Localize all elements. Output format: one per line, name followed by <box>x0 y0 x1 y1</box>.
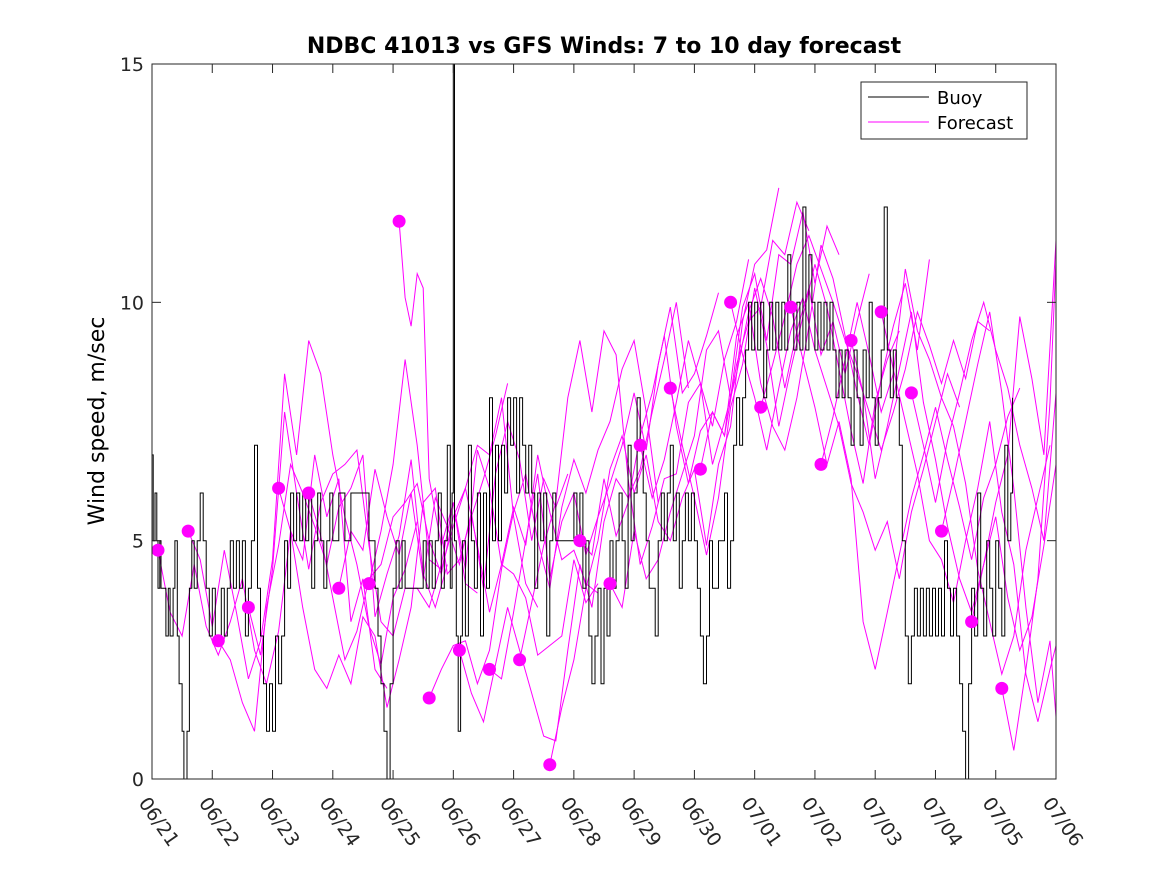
y-tick-label-0: 0 <box>132 769 144 791</box>
forecast-marker-21 <box>784 300 798 314</box>
axes-box <box>151 63 1057 780</box>
forecast-marker-2 <box>211 634 225 648</box>
forecast-line-22 <box>820 268 1051 677</box>
forecast-marker-8 <box>392 214 406 228</box>
forecast-marker-7 <box>362 577 376 591</box>
series-layer <box>152 63 1057 780</box>
x-tick-label-14: 07/05 <box>978 793 1027 850</box>
forecast-line-17 <box>669 264 900 556</box>
forecast-line-13 <box>549 187 780 765</box>
x-tick-label-2: 06/23 <box>254 793 303 850</box>
tick-layer: 06/21 06/22 06/23 06/24 06/25 06/26 06/27 06/28… <box>120 54 1088 851</box>
forecast-marker-25 <box>904 386 918 400</box>
x-tick-label-9: 06/30 <box>676 793 725 850</box>
forecast-line-11 <box>489 292 719 680</box>
x-tick-label-0: 06/21 <box>134 793 183 850</box>
legend-box <box>860 81 1028 140</box>
forecast-marker-11 <box>483 662 496 676</box>
forecast-marker-17 <box>663 381 677 395</box>
forecast-line-15 <box>609 211 840 610</box>
forecast-marker-18 <box>693 462 707 476</box>
forecast-line-27 <box>971 240 1057 622</box>
forecast-marker-10 <box>452 643 466 657</box>
forecast-marker-22 <box>814 457 828 471</box>
forecast-marker-3 <box>241 600 255 614</box>
forecast-line-26 <box>941 311 1057 718</box>
forecast-line-8 <box>398 221 599 594</box>
forecast-marker-16 <box>633 438 647 452</box>
legend-forecast-label: Forecast <box>937 113 1013 134</box>
forecast-marker-24 <box>874 305 888 319</box>
forecast-marker-20 <box>754 400 768 414</box>
y-tick-label-3: 15 <box>120 54 144 76</box>
forecast-marker-26 <box>935 524 948 538</box>
buoy-line <box>152 63 1014 780</box>
x-tick-label-3: 06/24 <box>315 793 364 850</box>
forecast-line-18 <box>699 244 930 470</box>
plot-area: 06/21 06/22 06/23 06/24 06/25 06/26 06/27 06/28… <box>120 54 1088 851</box>
x-tick-label-7: 06/28 <box>556 793 605 850</box>
x-tick-label-13: 07/04 <box>917 793 966 850</box>
forecast-marker-9 <box>422 691 436 705</box>
forecast-line-3 <box>247 411 478 656</box>
chart-title: NDBC 41013 vs GFS Winds: 7 to 10 day for… <box>307 34 902 59</box>
forecast-line-23 <box>850 311 1057 653</box>
forecast-line-5 <box>308 397 539 662</box>
forecast-marker-27 <box>965 615 979 629</box>
forecast-marker-5 <box>302 486 316 500</box>
x-tick-label-4: 06/25 <box>375 793 424 850</box>
forecast-marker-14 <box>573 534 587 548</box>
y-tick-label-1: 5 <box>132 531 144 553</box>
x-tick-label-5: 06/26 <box>435 793 484 850</box>
x-tick-label-8: 06/29 <box>616 793 665 850</box>
y-tick-label-2: 10 <box>120 292 144 314</box>
forecast-line-21 <box>790 306 1021 670</box>
x-tick-label-11: 07/02 <box>797 793 846 850</box>
x-tick-label-1: 06/22 <box>194 793 243 850</box>
y-axis-label: Wind speed, m/sec <box>85 317 110 526</box>
forecast-marker-4 <box>272 481 286 495</box>
legend-buoy-label: Buoy <box>937 88 983 109</box>
x-tick-label-12: 07/03 <box>857 793 906 850</box>
forecast-marker-12 <box>513 653 527 667</box>
forecast-marker-19 <box>724 295 738 309</box>
legend: Buoy Forecast <box>860 81 1028 140</box>
forecast-marker-28 <box>995 681 1009 695</box>
x-tick-label-15: 07/06 <box>1038 793 1087 850</box>
forecast-line-0 <box>157 454 388 689</box>
forecast-line-9 <box>428 338 659 699</box>
forecast-marker-1 <box>181 524 195 538</box>
marker-layer <box>151 214 1009 772</box>
forecast-line-28 <box>1001 259 1057 751</box>
forecast-line-6 <box>338 419 569 589</box>
forecast-marker-15 <box>603 577 617 591</box>
forecast-line-25 <box>910 300 1057 541</box>
forecast-line-19 <box>730 295 961 579</box>
forecast-marker-0 <box>151 543 165 557</box>
forecast-marker-6 <box>332 581 346 595</box>
forecast-line-24 <box>880 311 1057 722</box>
x-tick-label-6: 06/27 <box>496 793 545 850</box>
forecast-line-14 <box>579 200 810 557</box>
forecast-marker-23 <box>844 334 858 347</box>
x-tick-label-10: 07/01 <box>737 793 786 850</box>
forecast-marker-13 <box>543 758 557 772</box>
